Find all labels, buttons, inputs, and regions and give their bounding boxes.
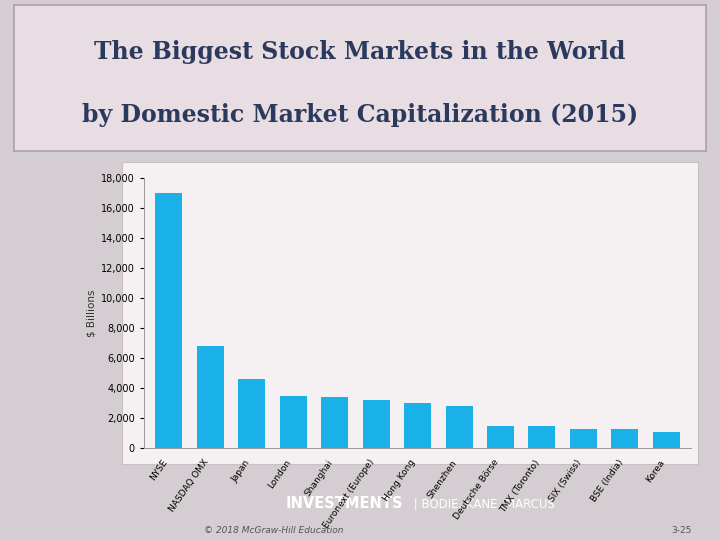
Bar (156, 193, 182, 448)
Text: 3-25: 3-25 (671, 525, 691, 535)
Text: © 2018 McGraw-Hill Education: © 2018 McGraw-Hill Education (204, 525, 343, 535)
Bar (446, 406, 472, 448)
Bar (487, 426, 514, 448)
Bar (321, 397, 348, 448)
Text: by Domestic Market Capitalization (2015): by Domestic Market Capitalization (2015) (82, 103, 638, 127)
Text: INVESTMENTS: INVESTMENTS (286, 496, 403, 511)
Bar (570, 429, 597, 448)
Bar (280, 396, 307, 448)
Bar (363, 400, 390, 448)
Bar (611, 429, 639, 448)
Bar (653, 431, 680, 448)
Bar (404, 403, 431, 448)
Bar (197, 346, 224, 448)
Y-axis label: $ Billions: $ Billions (87, 289, 97, 337)
Text: | BODIE, KANE, MARCUS: | BODIE, KANE, MARCUS (410, 497, 555, 510)
Bar (238, 379, 265, 448)
Text: The Biggest Stock Markets in the World: The Biggest Stock Markets in the World (94, 40, 626, 64)
Bar (528, 426, 555, 448)
